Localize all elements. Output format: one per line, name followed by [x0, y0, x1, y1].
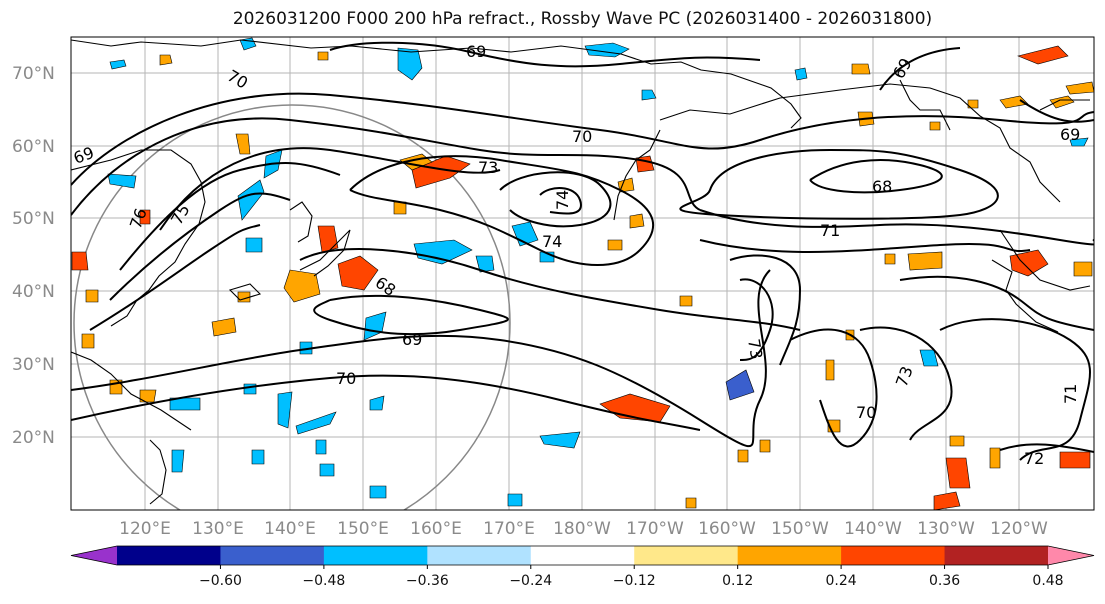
contour-label: 74	[553, 190, 572, 210]
colorbar-tick-label: −0.36	[406, 573, 449, 589]
colorbar-segment	[220, 546, 325, 565]
colorbar-segment	[427, 546, 532, 565]
lat-label: 40°N	[12, 282, 55, 302]
colorbar-extend-high	[1048, 546, 1094, 565]
lon-label: 180°W	[553, 519, 611, 539]
lat-label: 70°N	[12, 64, 55, 84]
lon-label: 150°W	[771, 519, 829, 539]
colorbar-tick-label: 0.12	[722, 573, 753, 589]
colorbar-segment	[323, 546, 428, 565]
colorbar-tick-label: 0.24	[826, 573, 857, 589]
lon-label: 130°E	[192, 519, 244, 539]
contour-label: 70	[572, 127, 592, 146]
colorbar-tick-label: 0.36	[929, 573, 960, 589]
colorbar-tick-label: −0.60	[199, 573, 242, 589]
contour-label: 73	[744, 337, 766, 360]
plot-frame	[70, 36, 1095, 511]
lat-label: 30°N	[12, 355, 55, 375]
lat-label: 60°N	[12, 137, 55, 157]
contour-label: 70	[856, 403, 876, 422]
colorbar-outline	[70, 545, 1095, 566]
colorbar-segment	[944, 546, 1049, 565]
colorbar-tick-label: −0.12	[613, 573, 656, 589]
colorbar-tick-label: −0.48	[302, 573, 345, 589]
latitude-axis: 70°N 60°N 50°N 40°N 30°N 20°N	[12, 64, 55, 448]
colorbar-tick-label: −0.24	[509, 573, 552, 589]
colorbar-segment	[737, 546, 842, 565]
lon-label: 170°W	[626, 519, 684, 539]
colorbar-extend-low	[71, 546, 117, 565]
contour-label: 70	[336, 369, 356, 388]
contour-label: 72	[1024, 449, 1044, 468]
contour-label: 69	[402, 330, 422, 349]
longitude-axis: 120°E 130°E 140°E 150°E 160°E 170°E 180°…	[119, 519, 1048, 539]
colorbar-ticks: −0.60 −0.48 −0.36 −0.24 −0.12 0.12 0.24 0.36 0.4…	[199, 565, 1064, 589]
lat-label: 50°N	[12, 209, 55, 229]
region-circle	[73, 104, 511, 510]
lon-label: 130°W	[917, 519, 975, 539]
colorbar	[70, 545, 1095, 566]
colorbar-segment	[117, 546, 221, 565]
lat-label: 20°N	[12, 428, 55, 448]
contour-label: 74	[542, 232, 562, 251]
colorbar-segment	[530, 546, 635, 565]
lon-label: 160°E	[410, 519, 462, 539]
contour-labels: 69 70 73 74 71 68 68 69 70 73 73 70 71 7…	[71, 42, 1080, 468]
lon-label: 140°W	[844, 519, 902, 539]
contour-label: 69	[466, 42, 486, 61]
lon-label: 170°E	[483, 519, 535, 539]
lon-label: 120°E	[119, 519, 171, 539]
contour-label: 71	[820, 221, 840, 240]
contour-label: 71	[1061, 384, 1080, 404]
contours	[71, 41, 1094, 461]
colorbar-tick-label: 0.48	[1032, 573, 1063, 589]
lon-label: 160°W	[698, 519, 756, 539]
lon-label: 140°E	[264, 519, 316, 539]
colorbar-segment	[841, 546, 946, 565]
map-title: 2026031200 F000 200 hPa refract., Rossby…	[232, 9, 933, 29]
lon-label: 120°W	[990, 519, 1048, 539]
contour-label: 68	[872, 177, 892, 196]
contour-label: 73	[478, 158, 498, 177]
lon-label: 150°E	[337, 519, 389, 539]
colorbar-segment	[634, 546, 739, 565]
contour-label: 69	[1060, 125, 1080, 144]
